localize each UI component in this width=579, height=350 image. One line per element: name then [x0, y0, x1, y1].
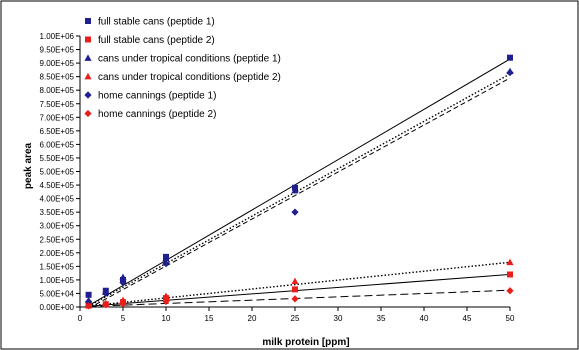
y-axis-title: peak area [23, 142, 34, 189]
y-tick-label: 6.50E+05 [40, 127, 75, 136]
y-tick-label: 2.50E+05 [40, 235, 75, 244]
y-tick-label: 8.00E+05 [40, 86, 75, 95]
data-points [85, 54, 514, 310]
trendlines [88, 58, 511, 309]
data-point-series-3 [162, 254, 170, 262]
x-tick-label: 35 [377, 314, 386, 323]
data-point-series-6 [506, 287, 514, 295]
data-point-series-5 [291, 208, 299, 216]
legend-label-series-4: cans under tropical conditions (peptide … [98, 72, 281, 83]
legend-marker-series-2 [85, 36, 91, 43]
y-tick-label: 2.00E+05 [40, 249, 75, 258]
y-tick-label: 3.00E+05 [40, 222, 75, 231]
legend-marker-series-6 [84, 109, 92, 118]
x-tick-label: 50 [506, 314, 515, 323]
data-point-series-5 [162, 260, 170, 268]
y-tick-label: 0.00E+00 [40, 303, 75, 312]
data-point-series-4 [291, 277, 299, 285]
y-tick-label: 6.00E+05 [40, 140, 75, 149]
y-tick-label: 1.00E+06 [40, 32, 75, 41]
x-tick-label: 20 [248, 314, 257, 323]
y-tick-label: 5.00E+05 [40, 168, 75, 177]
legend-label-series-5: home cannings (peptide 1) [98, 91, 216, 102]
data-point-series-1 [85, 291, 92, 298]
data-point-series-6 [162, 297, 170, 306]
y-tick-label: 4.50E+05 [40, 181, 75, 190]
data-point-series-6 [102, 301, 110, 309]
trendline-series-1 [88, 58, 511, 307]
y-tick-label: 5.00E+04 [40, 289, 75, 298]
y-tick-label: 9.00E+05 [40, 59, 75, 68]
data-point-series-3 [291, 186, 299, 194]
data-point-series-6 [291, 295, 299, 303]
data-point-series-4 [506, 258, 514, 266]
legend-label-series-3: cans under tropical conditions (peptide … [98, 54, 281, 65]
data-point-series-3 [119, 273, 127, 281]
legend-label-series-1: full stable cans (peptide 1) [98, 17, 215, 28]
legend-marker-series-5 [84, 91, 92, 99]
legend-label-series-6: home cannings (peptide 2) [98, 109, 216, 120]
y-tick-label: 4.00E+05 [40, 195, 75, 204]
data-point-series-1 [507, 54, 513, 61]
x-tick-label: 10 [162, 314, 171, 323]
data-point-series-2 [507, 271, 513, 278]
legend-marker-series-3 [84, 54, 92, 61]
trendline-series-4 [88, 261, 511, 307]
data-point-series-5 [119, 279, 127, 287]
axes: 0.00E+00 5.00E+04 1.00E+05 1.50E+05 2.00E+05… [40, 32, 515, 323]
x-tick-label: 30 [334, 314, 343, 323]
legend-label-series-2: full stable cans (peptide 2) [98, 35, 215, 46]
data-point-series-5 [102, 289, 110, 298]
trendline-series-2 [88, 273, 511, 307]
y-tick-label: 7.50E+05 [40, 100, 75, 109]
y-tick-label: 9.50E+05 [40, 46, 75, 55]
data-point-series-6 [85, 302, 93, 310]
y-tick-label: 7.00E+05 [40, 113, 75, 122]
y-tick-label: 1.50E+05 [40, 262, 75, 271]
y-tick-label: 1.00E+05 [40, 276, 75, 285]
y-tick-label: 8.50E+05 [40, 73, 75, 82]
x-tick-label: 15 [205, 314, 214, 323]
data-point-series-6 [119, 300, 127, 308]
data-point-series-4 [162, 292, 170, 300]
trendline-series-6 [88, 289, 511, 307]
trendline-series-5 [88, 77, 511, 309]
data-point-series-5 [85, 297, 93, 306]
data-point-series-4 [119, 296, 127, 304]
x-tick-label: 5 [121, 314, 126, 323]
data-point-series-2 [292, 286, 298, 293]
legend-marker-series-4 [84, 72, 92, 80]
y-tick-label: 3.50E+05 [40, 208, 75, 217]
data-point-series-5 [506, 68, 514, 77]
legend: full stable cans (peptide 1) full stable … [84, 17, 281, 120]
x-tick-label: 40 [420, 314, 429, 323]
x-axis-title: milk protein [ppm] [262, 337, 349, 348]
x-tick-label: 45 [463, 314, 472, 323]
x-tick-label: 25 [291, 314, 300, 323]
x-tick-label: 0 [78, 314, 83, 323]
y-tick-label: 5.50E+05 [40, 154, 75, 163]
plot-background [80, 36, 510, 307]
plot-area [80, 36, 510, 307]
legend-marker-series-1 [85, 18, 91, 24]
